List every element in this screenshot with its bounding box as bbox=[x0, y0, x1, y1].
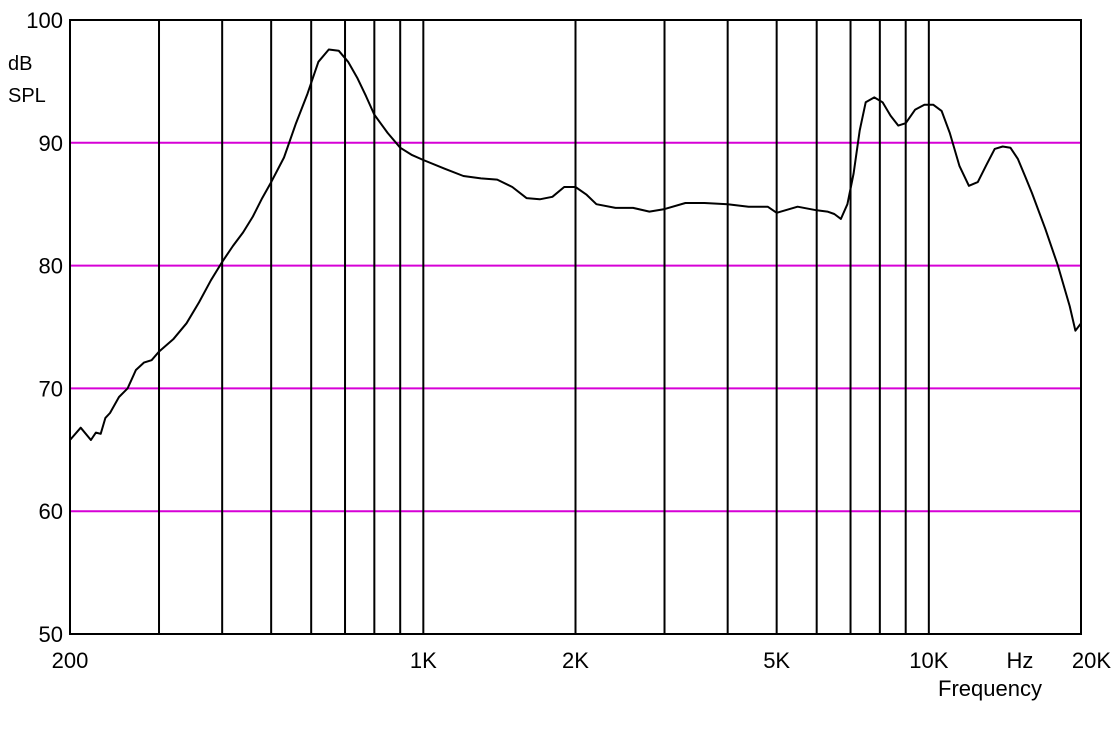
x-tick-label: 1K bbox=[410, 648, 437, 673]
x-tick-label: 200 bbox=[52, 648, 89, 673]
x-axis-title: Frequency bbox=[938, 676, 1042, 701]
response-curve bbox=[69, 48, 1082, 441]
y-axis-unit-line2: SPL bbox=[8, 85, 46, 107]
y-tick-label: 50 bbox=[39, 622, 63, 647]
y-tick-label: 100 bbox=[26, 8, 63, 33]
gridlines bbox=[70, 20, 1081, 634]
plot-frame bbox=[69, 19, 1082, 635]
plot-area bbox=[69, 48, 1082, 441]
y-tick-label: 70 bbox=[39, 376, 63, 401]
x-tick-label: 5K bbox=[763, 648, 790, 673]
y-tick-label: 60 bbox=[39, 499, 63, 524]
x-axis-unit: Hz bbox=[1007, 648, 1034, 673]
y-tick-label: 90 bbox=[39, 131, 63, 156]
x-tick-label: 10K bbox=[909, 648, 948, 673]
y-tick-label: 80 bbox=[39, 254, 63, 279]
x-tick-label: 2K bbox=[562, 648, 589, 673]
y-axis-unit-line1: dB bbox=[8, 53, 32, 75]
x-tick-label: 20K bbox=[1072, 648, 1111, 673]
